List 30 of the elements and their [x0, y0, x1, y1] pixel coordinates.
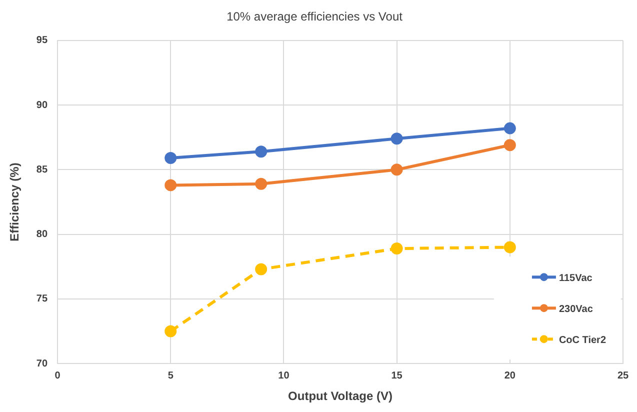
x-tick-label: 15	[391, 370, 403, 382]
point	[255, 146, 268, 158]
x-axis-title: Output Voltage (V)	[288, 389, 392, 404]
x-tick-label: 5	[168, 370, 174, 382]
x-tick-label: 25	[617, 370, 629, 382]
chart-title: 10% average efficiencies vs Vout	[226, 10, 404, 24]
y-tick-label: 80	[36, 229, 48, 240]
point	[164, 152, 177, 164]
x-tick-label: 20	[504, 370, 516, 382]
point	[390, 132, 403, 145]
legend-label: 115Vac	[558, 272, 593, 284]
point	[390, 164, 403, 176]
point	[255, 263, 268, 276]
legend-label: 230Vac	[558, 304, 594, 315]
x-tick-label: 10	[278, 370, 290, 382]
y-axis-title: Efficiency (%)	[8, 162, 22, 242]
x-tick-label: 0	[54, 370, 61, 382]
point	[504, 139, 516, 152]
y-tick-label: 85	[36, 164, 48, 176]
point	[504, 241, 516, 254]
y-tick-label: 75	[36, 294, 48, 305]
y-tick-label: 70	[36, 358, 48, 370]
point	[390, 242, 403, 255]
point	[255, 178, 268, 190]
point	[504, 122, 516, 134]
point	[164, 179, 177, 192]
point	[164, 325, 177, 338]
legend-label: CoC Tier2	[558, 334, 606, 346]
y-tick-label: 90	[36, 100, 48, 111]
y-tick-label: 95	[36, 35, 48, 46]
